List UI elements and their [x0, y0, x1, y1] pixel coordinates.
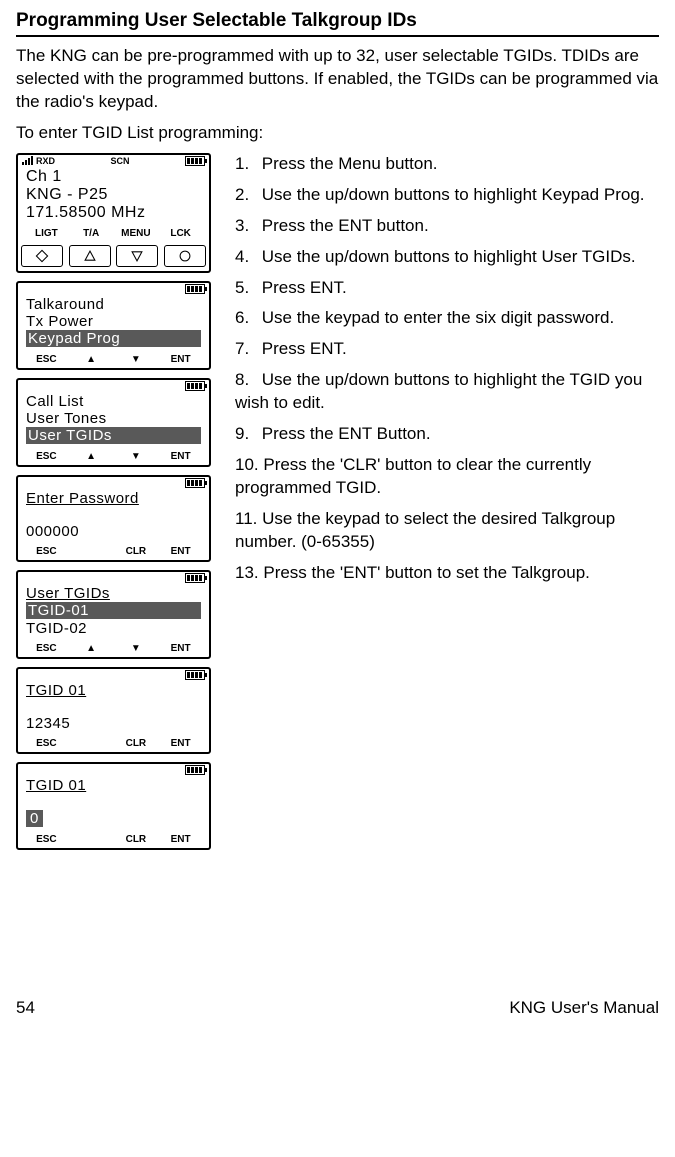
sk-clr: CLR — [114, 834, 159, 845]
screen2-line3-highlighted: Keypad Prog — [26, 330, 201, 347]
sk-up: ▲ — [69, 354, 114, 365]
step-6: 6. Use the keypad to enter the six digit… — [235, 307, 659, 330]
intro-text-1: The KNG can be pre-programmed with up to… — [16, 45, 659, 114]
key-down[interactable] — [116, 245, 158, 267]
screen3-line1: Call List — [26, 393, 201, 410]
intro-text-2: To enter TGID List programming: — [16, 122, 659, 145]
screen3-line2: User Tones — [26, 410, 201, 427]
sk-ent: ENT — [158, 546, 203, 557]
step-5: 5. Press ENT. — [235, 277, 659, 300]
sk-menu: MENU — [114, 228, 159, 239]
sk-blank — [69, 738, 114, 749]
battery-icon — [185, 670, 205, 680]
screen3-softkeys: ESC ▲ ▼ ENT — [18, 449, 209, 465]
battery-icon — [185, 381, 205, 391]
scn-label: SCN — [111, 156, 130, 166]
screen2-line2: Tx Power — [26, 313, 201, 330]
screen1-line1: Ch 1 — [26, 168, 201, 186]
screen3-line3-highlighted: User TGIDs — [26, 427, 201, 444]
screen6-line3: 12345 — [26, 715, 201, 732]
sk-clr: CLR — [114, 738, 159, 749]
step-9: 9. Press the ENT Button. — [235, 423, 659, 446]
screen7-line1: TGID 01 — [26, 777, 201, 794]
radio-screen-keypad-prog: Talkaround Tx Power Keypad Prog ESC ▲ ▼ … — [16, 281, 211, 370]
manual-name: KNG User's Manual — [509, 998, 659, 1018]
screen4-softkeys: ESC CLR ENT — [18, 544, 209, 560]
sk-ent: ENT — [158, 354, 203, 365]
sk-blank — [69, 834, 114, 845]
step-1: 1. Press the Menu button. — [235, 153, 659, 176]
step-2: 2. Use the up/down buttons to highlight … — [235, 184, 659, 207]
screen1-line2: KNG - P25 — [26, 186, 201, 204]
screen1-line3: 171.58500 MHz — [26, 204, 201, 222]
sk-down: ▼ — [114, 354, 159, 365]
rxd-label: RXD — [36, 156, 55, 166]
radio-screen-password: Enter Password 000000 ESC CLR ENT — [16, 475, 211, 562]
sk-ent: ENT — [158, 834, 203, 845]
screen2-softkeys: ESC ▲ ▼ ENT — [18, 352, 209, 368]
sk-esc: ESC — [24, 643, 69, 654]
screen4-line3: 000000 — [26, 523, 201, 540]
battery-icon — [185, 156, 205, 166]
sk-esc: ESC — [24, 546, 69, 557]
sk-ent: ENT — [158, 643, 203, 654]
step-13: 13. Press the 'ENT' button to set the Ta… — [235, 562, 659, 585]
sk-esc: ESC — [24, 354, 69, 365]
step-3: 3. Press the ENT button. — [235, 215, 659, 238]
sk-ent: ENT — [158, 738, 203, 749]
sk-up: ▲ — [69, 643, 114, 654]
screen6-line1: TGID 01 — [26, 682, 201, 699]
sk-esc: ESC — [24, 738, 69, 749]
screen4-line1: Enter Password — [26, 490, 201, 507]
screen7-blank — [26, 794, 201, 810]
screen7-line3-highlighted: 0 — [26, 810, 43, 827]
radio-screen-tgid-value: TGID 01 12345 ESC CLR ENT — [16, 667, 211, 754]
battery-icon — [185, 573, 205, 583]
screen6-blank — [26, 699, 201, 715]
screen5-softkeys: ESC ▲ ▼ ENT — [18, 641, 209, 657]
keypad-buttons — [18, 242, 209, 271]
sk-ent: ENT — [158, 451, 203, 462]
sk-ta: T/A — [69, 228, 114, 239]
page-footer: 54 KNG User's Manual — [16, 998, 659, 1018]
sk-esc: ESC — [24, 451, 69, 462]
step-4: 4. Use the up/down buttons to highlight … — [235, 246, 659, 269]
sk-down: ▼ — [114, 451, 159, 462]
screen5-line3: TGID-02 — [26, 620, 201, 637]
screens-column: RXD SCN Ch 1 KNG - P25 171.58500 MHz LIG… — [16, 153, 221, 858]
key-diamond[interactable] — [21, 245, 63, 267]
signal-icon — [22, 156, 33, 165]
step-10: 10. Press the 'CLR' button to clear the … — [235, 454, 659, 500]
step-11: 11. Use the keypad to select the desired… — [235, 508, 659, 554]
screen1-softkeys: LIGT T/A MENU LCK — [18, 226, 209, 242]
step-8: 8. Use the up/down buttons to highlight … — [235, 369, 659, 415]
page-title: Programming User Selectable Talkgroup ID… — [16, 10, 659, 37]
key-up[interactable] — [69, 245, 111, 267]
sk-clr: CLR — [114, 546, 159, 557]
key-circle[interactable] — [164, 245, 206, 267]
screen2-line1: Talkaround — [26, 296, 201, 313]
battery-icon — [185, 284, 205, 294]
battery-icon — [185, 765, 205, 775]
screen7-softkeys: ESC CLR ENT — [18, 832, 209, 848]
steps-column: 1. Press the Menu button. 2. Use the up/… — [221, 153, 659, 593]
sk-ligt: LIGT — [24, 228, 69, 239]
sk-down: ▼ — [114, 643, 159, 654]
step-7: 7. Press ENT. — [235, 338, 659, 361]
sk-up: ▲ — [69, 451, 114, 462]
screen5-line2-highlighted: TGID-01 — [26, 602, 201, 619]
radio-screen-main: RXD SCN Ch 1 KNG - P25 171.58500 MHz LIG… — [16, 153, 211, 273]
radio-screen-tgid-edit: TGID 01 0 ESC CLR ENT — [16, 762, 211, 850]
radio-screen-user-tgids: Call List User Tones User TGIDs ESC ▲ ▼ … — [16, 378, 211, 467]
sk-esc: ESC — [24, 834, 69, 845]
radio-screen-tgid-list: User TGIDs TGID-01 TGID-02 ESC ▲ ▼ ENT — [16, 570, 211, 659]
sk-blank — [69, 546, 114, 557]
screen4-blank — [26, 507, 201, 523]
screen6-softkeys: ESC CLR ENT — [18, 736, 209, 752]
battery-icon — [185, 478, 205, 488]
sk-lck: LCK — [158, 228, 203, 239]
page-number: 54 — [16, 998, 35, 1018]
screen5-line1: User TGIDs — [26, 585, 201, 602]
